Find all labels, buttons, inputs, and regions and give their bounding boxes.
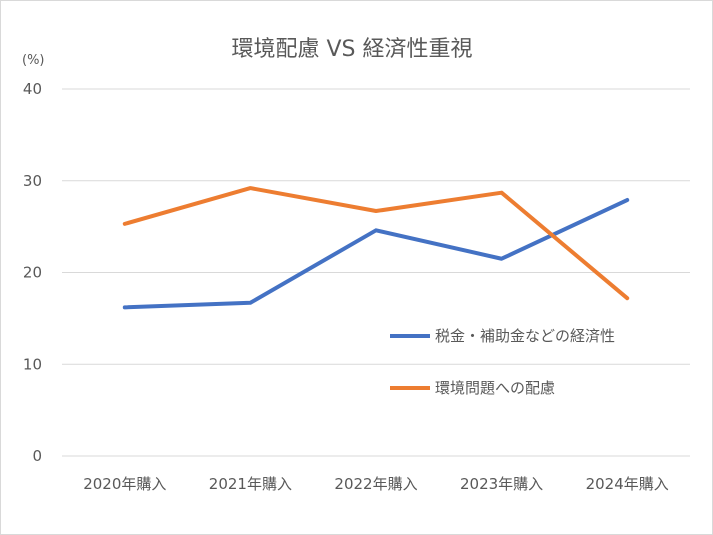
y-tick-label: 30	[23, 172, 42, 190]
series-line-2	[122, 186, 630, 301]
y-axis-label: (%)	[22, 53, 45, 68]
chart-title: 環境配慮 VS 経済性重視	[231, 37, 472, 62]
x-tick-label: 2021年購入	[209, 475, 292, 493]
y-tick-label: 0	[32, 447, 42, 465]
x-tick-label: 2020年購入	[83, 475, 166, 493]
x-tick-label: 2023年購入	[460, 475, 543, 493]
legend-label: 環境問題への配慮	[435, 379, 555, 397]
legend-label: 税金・補助金などの経済性	[435, 327, 615, 345]
y-tick-label: 40	[23, 80, 42, 98]
x-tick-label: 2024年購入	[586, 475, 669, 493]
y-tick-label: 20	[23, 264, 42, 282]
y-tick-label: 10	[23, 355, 42, 373]
series-line-1	[122, 198, 630, 310]
x-tick-label: 2022年購入	[334, 475, 417, 493]
